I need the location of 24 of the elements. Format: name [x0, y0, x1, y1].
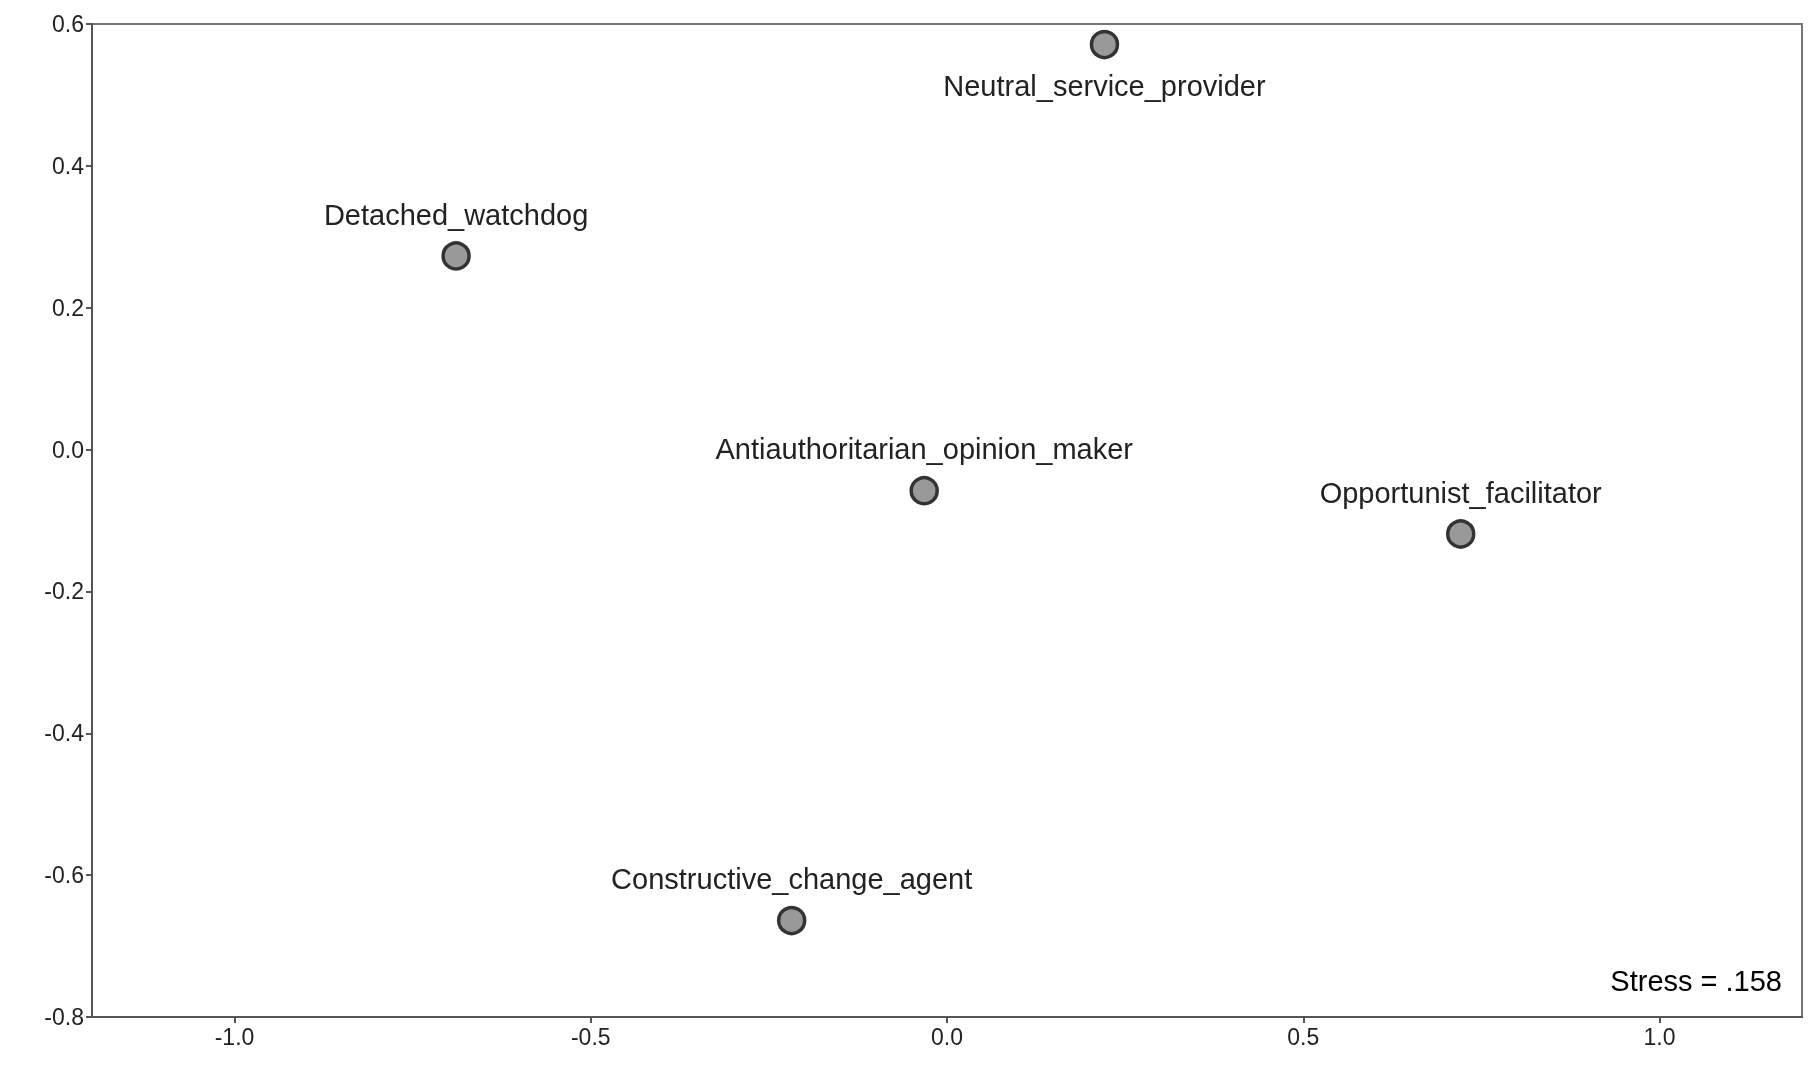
- x-tick-label: 0.5: [1287, 1023, 1320, 1050]
- series-label: Opportunist_facilitator: [1319, 476, 1603, 509]
- series-label: Antiauthoritarian_opinion_maker: [715, 433, 1134, 466]
- y-tick-label: -0.6: [44, 862, 84, 889]
- point: [441, 241, 471, 271]
- x-tick-label: -1.0: [214, 1023, 255, 1050]
- y-tick-label: 0.2: [52, 294, 84, 321]
- series-label: Constructive_change_agent: [611, 863, 973, 896]
- series-label: Detached_watchdog: [323, 198, 589, 231]
- y-tick-label: -0.8: [44, 1004, 84, 1030]
- x-tick-label: 0.0: [931, 1023, 963, 1050]
- point: [1445, 519, 1476, 549]
- series-label: Neutral_service_provider: [943, 69, 1266, 102]
- point: [1089, 29, 1120, 60]
- annotation: Stress = .158: [1610, 964, 1783, 997]
- y-tick-label: -0.4: [44, 720, 85, 747]
- x-tick-label: 1.0: [1643, 1023, 1676, 1050]
- point: [909, 475, 939, 506]
- point: [776, 905, 807, 936]
- y-tick-label: 0.6: [52, 11, 84, 37]
- x-tick-label: -0.5: [570, 1023, 611, 1050]
- y-tick-label: 0.0: [52, 436, 84, 463]
- y-tick-label: -0.2: [44, 578, 84, 605]
- y-tick-label: 0.4: [52, 152, 85, 179]
